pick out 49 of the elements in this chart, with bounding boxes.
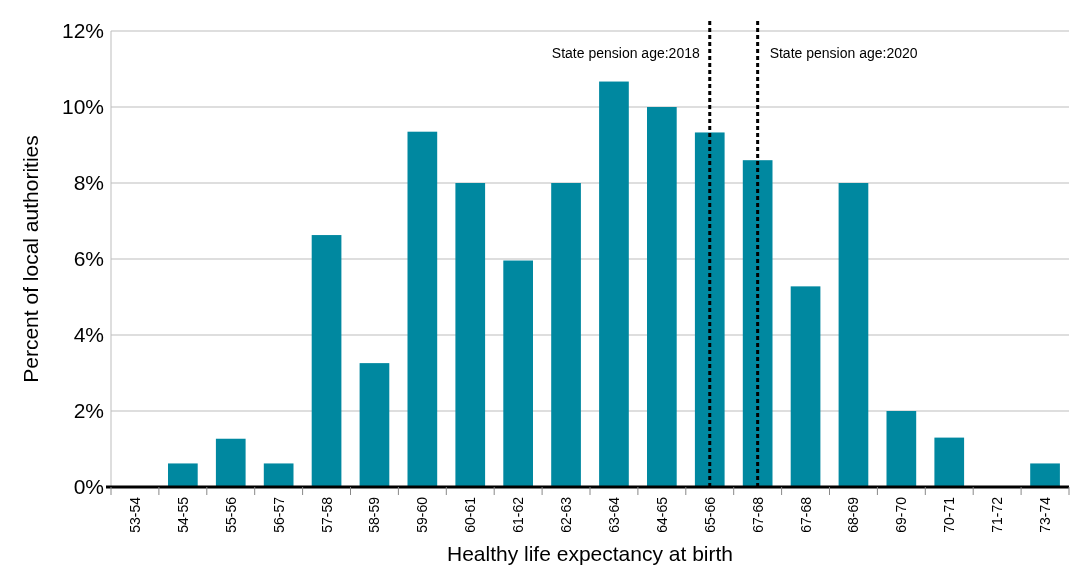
x-tick-label: 55-56 (222, 496, 239, 533)
x-tick-label: 69-70 (893, 496, 910, 533)
bar (886, 411, 917, 487)
x-tick-label: 70-71 (941, 496, 958, 533)
bar (790, 286, 821, 487)
ref-line-label: State pension age:2018 (551, 45, 700, 61)
x-tick-label: 56-57 (270, 496, 287, 533)
bar (1030, 463, 1060, 487)
bar (311, 235, 342, 487)
x-tick-label: 61-62 (510, 496, 527, 533)
x-tick-label: 64-65 (653, 496, 670, 533)
bar (359, 363, 390, 487)
ref-line-label: State pension age:2020 (769, 45, 918, 61)
x-tick-label: 71-72 (989, 496, 1006, 533)
bar (455, 183, 486, 487)
bar (934, 437, 965, 487)
y-axis-title: Percent of local authorities (19, 135, 42, 383)
bar (263, 463, 294, 487)
y-tick-label: 10% (61, 95, 104, 119)
x-tick-label: 58-59 (366, 496, 383, 533)
bar (742, 160, 773, 487)
x-tick-label: 68-69 (845, 496, 862, 533)
bar (407, 131, 438, 487)
y-tick-label: 12% (61, 19, 104, 43)
x-tick-label: 73-74 (1037, 496, 1054, 533)
x-axis-title: Healthy life expectancy at birth (447, 542, 733, 565)
bar (503, 260, 533, 487)
x-tick-label: 60-61 (462, 496, 479, 533)
bar (838, 183, 869, 487)
x-tick-label: 59-60 (414, 496, 431, 533)
y-tick-label: 2% (73, 399, 104, 423)
bar (694, 132, 725, 487)
bar (215, 438, 246, 487)
x-tick-label: 67-68 (797, 496, 814, 533)
bar (599, 81, 629, 487)
x-tick-label: 54-55 (174, 496, 191, 533)
x-tick-label: 65-66 (701, 496, 718, 533)
bar (551, 183, 581, 487)
y-tick-label: 4% (73, 323, 104, 347)
y-tick-label: 8% (73, 171, 104, 195)
bar (168, 463, 198, 487)
y-tick-label: 0% (73, 475, 104, 499)
x-tick-label: 62-63 (558, 496, 575, 533)
y-tick-label: 6% (73, 247, 104, 271)
x-tick-label: 63-64 (605, 496, 622, 533)
bar (647, 107, 677, 487)
x-tick-label: 53-54 (126, 496, 143, 533)
x-tick-label: 67-68 (749, 496, 766, 533)
x-tick-label: 57-58 (318, 496, 335, 533)
